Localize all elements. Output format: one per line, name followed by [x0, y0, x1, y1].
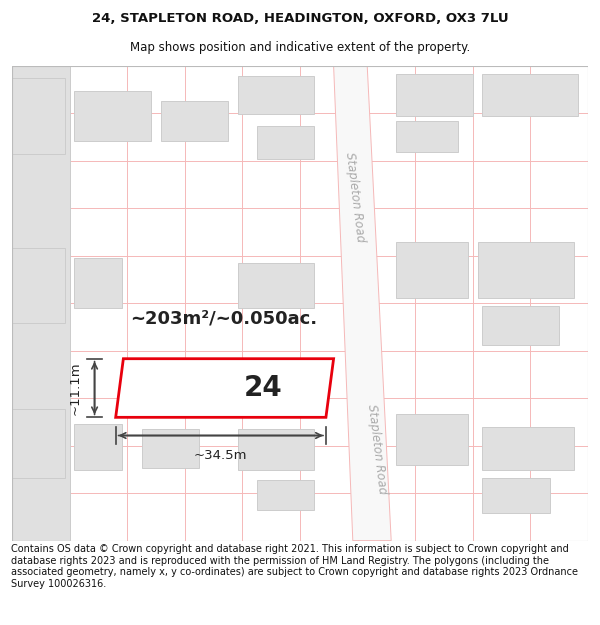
Text: Stapleton Road: Stapleton Road: [365, 404, 389, 496]
Bar: [12, 409, 65, 478]
Text: 24, STAPLETON ROAD, HEADINGTON, OXFORD, OX3 7LU: 24, STAPLETON ROAD, HEADINGTON, OXFORD, …: [92, 12, 508, 25]
Bar: [74, 258, 122, 308]
Bar: [12, 248, 65, 323]
Bar: [396, 74, 473, 116]
Bar: [396, 121, 458, 151]
Bar: [161, 101, 228, 141]
Bar: [257, 480, 314, 510]
Bar: [482, 478, 550, 513]
Bar: [478, 242, 574, 298]
Bar: [238, 429, 314, 470]
Bar: [142, 429, 199, 468]
Polygon shape: [116, 359, 334, 418]
Bar: [257, 126, 314, 159]
Bar: [482, 74, 578, 116]
Bar: [238, 76, 314, 114]
Bar: [482, 428, 574, 470]
Bar: [12, 66, 70, 541]
Bar: [74, 424, 122, 470]
Polygon shape: [334, 66, 391, 541]
Text: ~11.1m: ~11.1m: [69, 361, 82, 415]
Text: Map shows position and indicative extent of the property.: Map shows position and indicative extent…: [130, 41, 470, 54]
Text: 24: 24: [244, 374, 283, 402]
Bar: [74, 91, 151, 141]
Bar: [396, 242, 468, 298]
Text: Stapleton Road: Stapleton Road: [343, 151, 367, 242]
Text: Contains OS data © Crown copyright and database right 2021. This information is : Contains OS data © Crown copyright and d…: [11, 544, 578, 589]
Text: ~203m²/~0.050ac.: ~203m²/~0.050ac.: [130, 309, 317, 328]
Bar: [396, 414, 468, 465]
Bar: [482, 306, 559, 344]
Text: ~34.5m: ~34.5m: [194, 449, 248, 462]
Bar: [12, 78, 65, 154]
Bar: [238, 262, 314, 308]
